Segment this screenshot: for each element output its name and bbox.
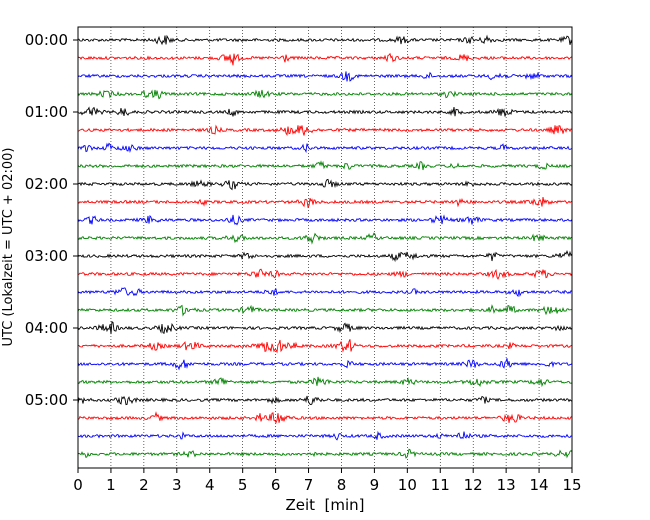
x-tick-label: 15 <box>562 476 581 494</box>
trace-line <box>77 304 573 317</box>
x-tick-label: 5 <box>238 476 248 494</box>
trace-line <box>77 376 573 388</box>
x-tick-label: 1 <box>106 476 116 494</box>
trace-line <box>77 250 573 263</box>
y-tick-label: 00:00 <box>25 31 68 49</box>
x-tick-label: 7 <box>304 476 314 494</box>
x-axis-label: Zeit [min] <box>285 496 364 514</box>
y-tick-label: 02:00 <box>25 175 68 193</box>
x-tick-label: 12 <box>464 476 483 494</box>
x-tick-label: 2 <box>139 476 149 494</box>
trace-line <box>77 142 573 154</box>
x-tick-label: 9 <box>370 476 380 494</box>
x-tick-label: 6 <box>271 476 281 494</box>
trace-line <box>77 232 573 245</box>
x-axis: 0 1 2 3 4 5 6 7 8 9 10 11 12 13 14 15 <box>73 468 582 494</box>
trace-group <box>77 34 573 459</box>
trace-line <box>77 268 573 280</box>
plot-frame <box>77 26 573 469</box>
y-axis-label: UTC (Lokalzeit = UTC + 02:00) <box>1 148 16 347</box>
y-tick-label: 04:00 <box>25 319 68 337</box>
y-tick-label: 01:00 <box>25 103 68 121</box>
x-tick-label: 3 <box>172 476 182 494</box>
x-tick-label: 4 <box>205 476 215 494</box>
x-tick-label: 8 <box>337 476 347 494</box>
trace-line <box>77 214 573 226</box>
x-tick-label: 10 <box>398 476 417 494</box>
trace-line <box>77 124 573 136</box>
x-tick-label: 14 <box>530 476 549 494</box>
x-tick-label: 0 <box>73 476 83 494</box>
trace-line <box>77 178 573 191</box>
trace-line <box>77 52 573 66</box>
trace-line <box>77 197 573 209</box>
trace-line <box>77 321 573 335</box>
trace-line <box>77 358 573 371</box>
trace-line <box>77 339 573 354</box>
trace-line <box>77 71 573 82</box>
x-tick-label: 11 <box>431 476 450 494</box>
trace-line <box>77 411 573 424</box>
y-tick-label: 05:00 <box>25 391 68 409</box>
trace-line <box>77 89 573 100</box>
trace-line <box>77 34 573 46</box>
y-axis: 00:00 01:00 02:00 03:00 04:00 05:00 <box>25 31 78 409</box>
trace-line <box>77 448 573 459</box>
trace-line <box>77 430 573 441</box>
x-tick-label: 13 <box>497 476 516 494</box>
trace-line <box>77 106 573 117</box>
trace-line <box>77 160 573 171</box>
trace-line <box>77 395 573 406</box>
trace-line <box>77 287 573 298</box>
y-tick-label: 03:00 <box>25 247 68 265</box>
